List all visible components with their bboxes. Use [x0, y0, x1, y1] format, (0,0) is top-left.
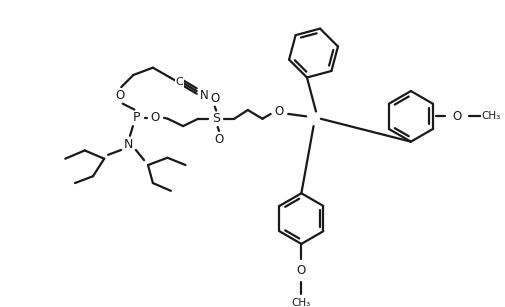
- Text: S: S: [212, 112, 220, 125]
- Text: O: O: [215, 133, 224, 146]
- Text: O: O: [297, 264, 306, 277]
- Text: N: N: [199, 89, 209, 102]
- Text: P: P: [133, 111, 140, 124]
- Text: O: O: [452, 110, 462, 123]
- Text: CH₃: CH₃: [482, 111, 501, 121]
- Text: N: N: [124, 138, 133, 151]
- Text: O: O: [210, 92, 219, 105]
- Text: O: O: [275, 105, 284, 118]
- Text: CH₃: CH₃: [292, 298, 311, 307]
- Text: C: C: [176, 77, 183, 87]
- Text: O: O: [116, 89, 125, 102]
- Text: O: O: [150, 111, 160, 124]
